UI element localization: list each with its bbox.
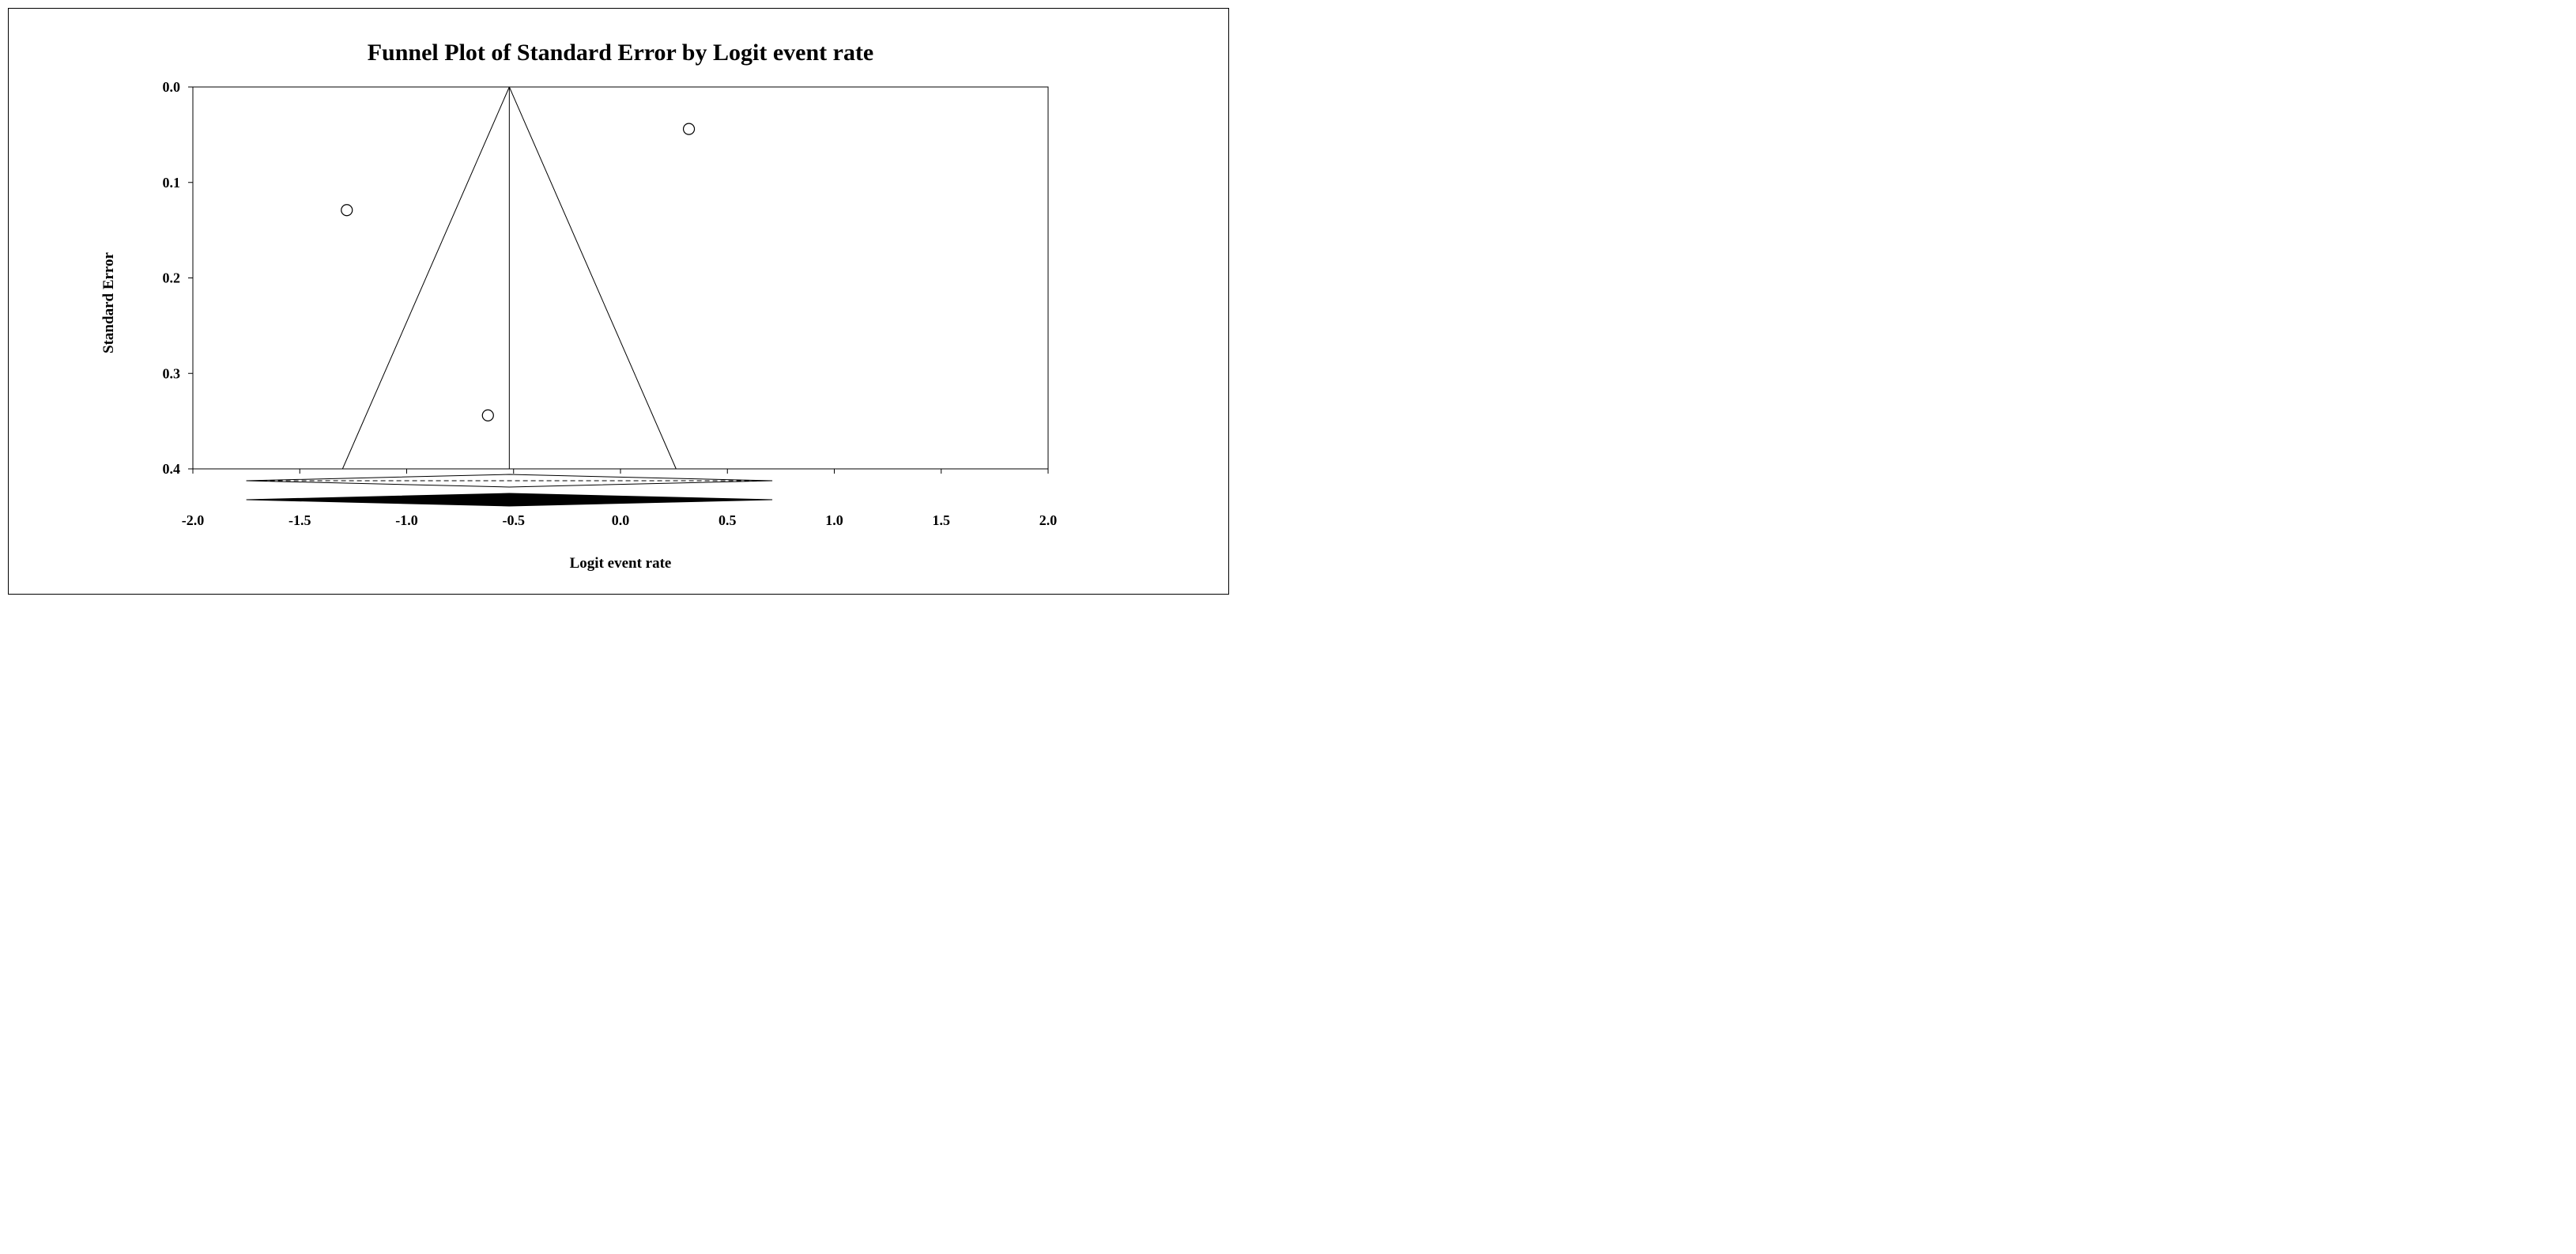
x-tick-label: -1.0 [395,512,418,528]
y-tick-label: 0.2 [163,270,181,286]
y-tick-label: 0.3 [163,365,181,381]
chart-title: Funnel Plot of Standard Error by Logit e… [367,40,874,66]
funnel-left-line [341,86,510,470]
funnel-right-line [508,86,677,470]
summary-diamond-filled [246,493,773,507]
x-tick-label: -0.5 [503,512,526,528]
x-tick-label: 2.0 [1039,512,1058,528]
plot-area-border [192,86,1049,470]
x-axis-label: Logit event rate [569,555,672,572]
y-tick-label: 0.0 [163,79,181,95]
study-point [682,123,696,135]
y-tick-label: 0.1 [163,175,181,191]
y-tick-label: 0.4 [163,461,181,477]
funnel-plot: 0.0 0.1 0.2 0.3 0.4 -2.0 -1.5 -1.0 -0.5 0.0 0.5 1.0… [163,79,1058,528]
x-tick-label: 0.0 [612,512,630,528]
x-tick-label: -2.0 [182,512,205,528]
study-point [481,409,494,421]
x-tick-label: 1.5 [933,512,951,528]
x-tick-label: 1.0 [825,512,843,528]
study-point [341,204,353,217]
x-tick-label: -1.5 [289,512,311,528]
x-tick-label: 0.5 [718,512,737,528]
chart-frame [8,8,1229,595]
